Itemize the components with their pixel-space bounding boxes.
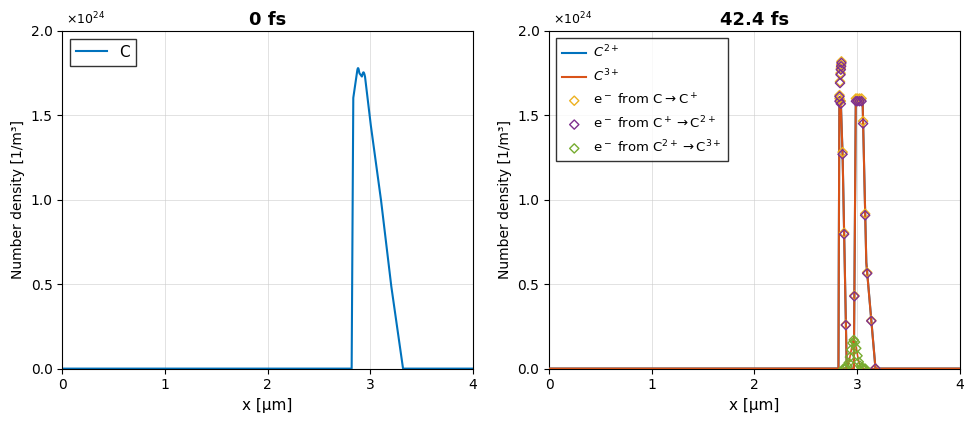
e$^-$ from C$^+$$\rightarrow$C$^{2+}$ <box>837 231 852 237</box>
e$^-$ from C$^{2+}$$\rightarrow$C$^{3+}$ <box>836 365 851 372</box>
e$^-$ from C$\rightarrow$C$^+$ <box>849 95 865 102</box>
$C^{2+}$ <box>804 366 816 371</box>
e$^-$ from C$^{2+}$$\rightarrow$C$^{3+}$ <box>838 364 854 371</box>
e$^-$ from C$\rightarrow$C$^+$ <box>854 95 870 102</box>
e$^-$ from C$^+$$\rightarrow$C$^{2+}$ <box>838 322 854 329</box>
e$^-$ from C$^+$$\rightarrow$C$^{2+}$ <box>854 98 870 105</box>
e$^-$ from C$^+$$\rightarrow$C$^{2+}$ <box>855 120 871 127</box>
e$^-$ from C$^{2+}$$\rightarrow$C$^{3+}$ <box>846 337 862 343</box>
Point <box>833 78 848 85</box>
e$^-$ from C$^+$$\rightarrow$C$^{2+}$ <box>846 293 862 300</box>
e$^-$ from C$^{2+}$$\rightarrow$C$^{3+}$ <box>851 359 867 365</box>
e$^-$ from C$^{2+}$$\rightarrow$C$^{3+}$ <box>844 340 860 346</box>
e$^-$ from C$\rightarrow$C$^+$ <box>868 365 883 372</box>
e$^-$ from C$^{2+}$$\rightarrow$C$^{3+}$ <box>843 346 859 353</box>
$C^{2+}$ <box>870 365 881 371</box>
Legend: $C^{2+}$, $C^{3+}$, e$^-$ from C$\rightarrow$C$^+$, e$^-$ from C$^+$$\rightarrow: $C^{2+}$, $C^{3+}$, e$^-$ from C$\righta… <box>556 38 728 162</box>
Point <box>833 70 848 77</box>
e$^-$ from C$^+$$\rightarrow$C$^{2+}$ <box>857 212 873 219</box>
Y-axis label: Number density [1/m³]: Number density [1/m³] <box>11 120 25 279</box>
e$^-$ from C$^+$$\rightarrow$C$^{2+}$ <box>859 270 875 277</box>
$C^{3+}$ <box>954 366 965 371</box>
e$^-$ from C$^+$$\rightarrow$C$^{2+}$ <box>835 151 850 158</box>
$C^{2+}$ <box>564 366 575 371</box>
Point <box>832 92 847 98</box>
$C^{3+}$ <box>834 98 845 103</box>
$C^{2+}$ <box>954 366 965 371</box>
e$^-$ from C$^{2+}$$\rightarrow$C$^{3+}$ <box>853 364 869 371</box>
Point <box>833 80 848 86</box>
e$^-$ from C$\rightarrow$C$^+$ <box>852 95 868 102</box>
X-axis label: x [μm]: x [μm] <box>729 398 780 413</box>
$C^{2+}$ <box>834 96 845 101</box>
Point <box>833 71 848 78</box>
Line: $C^{2+}$: $C^{2+}$ <box>549 98 959 368</box>
$C^{3+}$ <box>870 365 881 371</box>
Point <box>834 58 849 65</box>
e$^-$ from C$^{2+}$$\rightarrow$C$^{3+}$ <box>857 365 873 372</box>
e$^-$ from C$^{2+}$$\rightarrow$C$^{3+}$ <box>848 345 864 351</box>
e$^-$ from C$^{2+}$$\rightarrow$C$^{3+}$ <box>839 363 855 370</box>
Legend: C: C <box>70 39 136 66</box>
X-axis label: x [μm]: x [μm] <box>243 398 292 413</box>
Point <box>834 63 849 70</box>
$C^{3+}$ <box>847 366 859 371</box>
$C^{3+}$ <box>543 366 555 371</box>
e$^-$ from C$^{2+}$$\rightarrow$C$^{3+}$ <box>842 354 858 360</box>
$C^{2+}$ <box>543 366 555 371</box>
e$^-$ from C$\rightarrow$C$^+$ <box>835 149 850 156</box>
e$^-$ from C$^+$$\rightarrow$C$^{2+}$ <box>868 365 883 372</box>
Point <box>832 93 847 100</box>
$C^{2+}$ <box>692 366 704 371</box>
e$^-$ from C$\rightarrow$C$^+$ <box>859 269 875 276</box>
e$^-$ from C$^{2+}$$\rightarrow$C$^{3+}$ <box>847 339 863 346</box>
e$^-$ from C$^+$$\rightarrow$C$^{2+}$ <box>832 98 847 105</box>
$C^{3+}$ <box>692 366 704 371</box>
e$^-$ from C$^{2+}$$\rightarrow$C$^{3+}$ <box>856 365 872 372</box>
Line: $C^{3+}$: $C^{3+}$ <box>549 100 959 368</box>
Y-axis label: Number density [1/m³]: Number density [1/m³] <box>498 120 512 279</box>
e$^-$ from C$^{2+}$$\rightarrow$C$^{3+}$ <box>850 352 866 359</box>
e$^-$ from C$\rightarrow$C$^+$ <box>855 118 871 125</box>
e$^-$ from C$^{2+}$$\rightarrow$C$^{3+}$ <box>855 365 871 372</box>
Point <box>834 59 849 66</box>
e$^-$ from C$^{2+}$$\rightarrow$C$^{3+}$ <box>852 363 868 369</box>
e$^-$ from C$\rightarrow$C$^+$ <box>837 229 852 236</box>
$C^{3+}$ <box>804 366 816 371</box>
e$^-$ from C$^+$$\rightarrow$C$^{2+}$ <box>852 98 868 105</box>
$C^{3+}$ <box>786 366 798 371</box>
e$^-$ from C$^+$$\rightarrow$C$^{2+}$ <box>833 100 848 107</box>
Text: $\times10^{24}$: $\times10^{24}$ <box>66 11 105 28</box>
$C^{2+}$ <box>847 366 859 371</box>
e$^-$ from C$\rightarrow$C$^+$ <box>848 95 864 102</box>
Point <box>833 66 848 73</box>
Point <box>834 61 849 68</box>
$C^{3+}$ <box>564 366 575 371</box>
e$^-$ from C$\rightarrow$C$^+$ <box>838 321 854 328</box>
Text: $\times10^{24}$: $\times10^{24}$ <box>553 11 593 28</box>
$C^{2+}$ <box>786 366 798 371</box>
e$^-$ from C$\rightarrow$C$^+$ <box>833 98 848 104</box>
e$^-$ from C$\rightarrow$C$^+$ <box>864 317 879 324</box>
e$^-$ from C$\rightarrow$C$^+$ <box>846 292 862 299</box>
e$^-$ from C$^+$$\rightarrow$C$^{2+}$ <box>864 318 879 324</box>
e$^-$ from C$^{2+}$$\rightarrow$C$^{3+}$ <box>840 360 856 366</box>
Title: 0 fs: 0 fs <box>249 11 287 29</box>
Point <box>833 65 848 72</box>
e$^-$ from C$\rightarrow$C$^+$ <box>857 210 873 217</box>
Title: 42.4 fs: 42.4 fs <box>720 11 789 29</box>
e$^-$ from C$^+$$\rightarrow$C$^{2+}$ <box>849 98 865 105</box>
e$^-$ from C$^{2+}$$\rightarrow$C$^{3+}$ <box>838 365 853 372</box>
e$^-$ from C$\rightarrow$C$^+$ <box>832 95 847 102</box>
e$^-$ from C$^+$$\rightarrow$C$^{2+}$ <box>848 98 864 105</box>
